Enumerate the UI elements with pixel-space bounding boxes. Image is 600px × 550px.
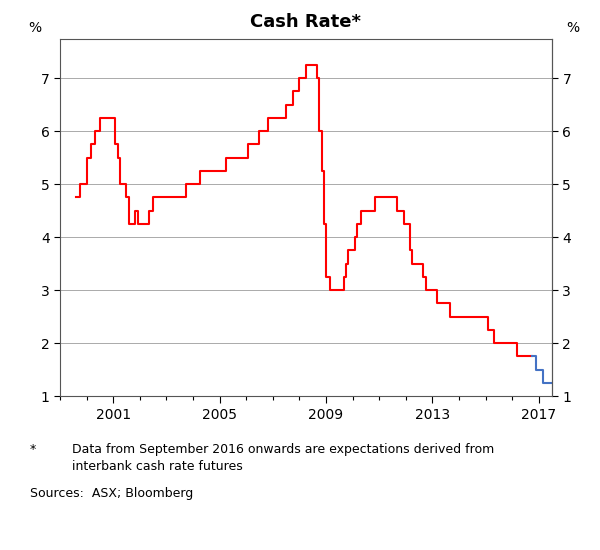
Title: Cash Rate*: Cash Rate* <box>251 13 361 31</box>
Text: Data from September 2016 onwards are expectations derived from: Data from September 2016 onwards are exp… <box>72 443 494 456</box>
Text: Sources:  ASX; Bloomberg: Sources: ASX; Bloomberg <box>30 487 193 500</box>
Text: %: % <box>566 21 579 35</box>
Text: %: % <box>28 21 41 35</box>
Text: interbank cash rate futures: interbank cash rate futures <box>72 460 243 474</box>
Text: *: * <box>30 443 36 456</box>
